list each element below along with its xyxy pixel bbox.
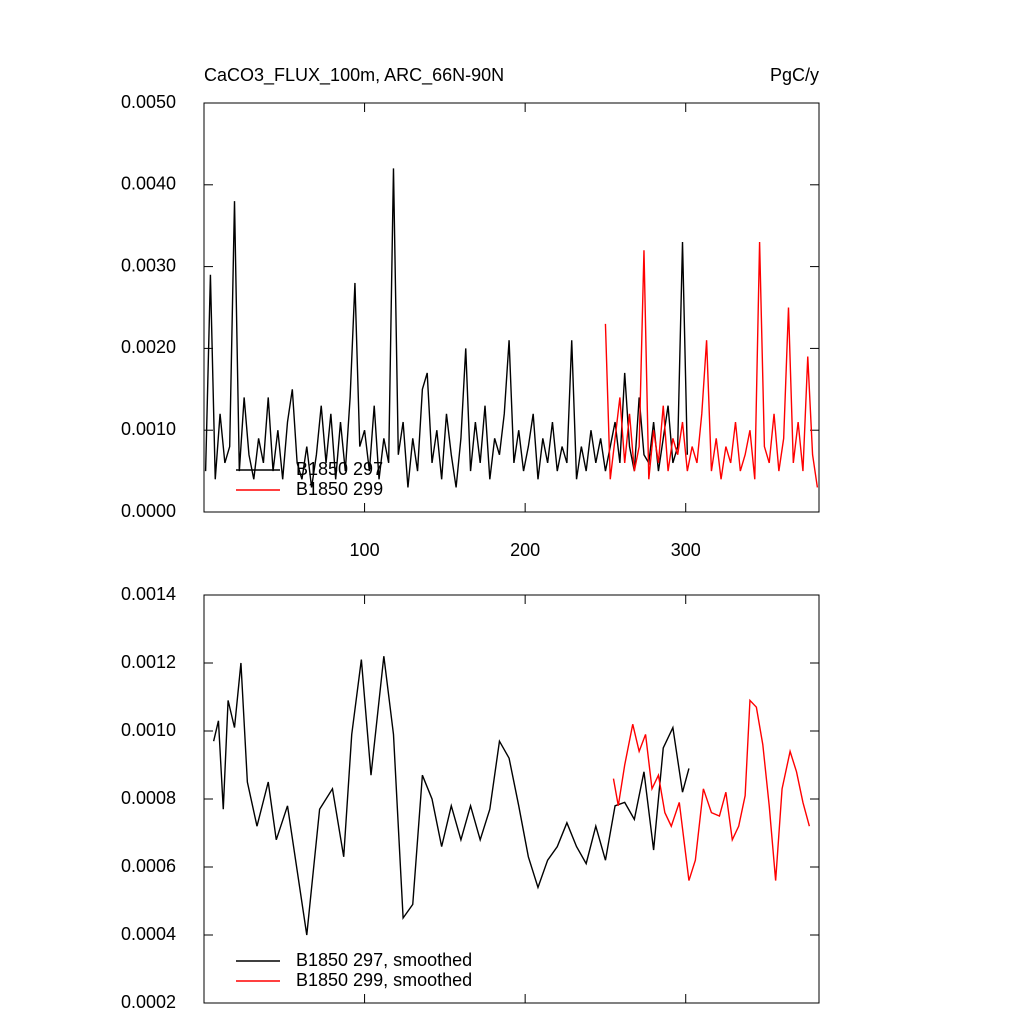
y-tick-label: 0.0012 [121,652,176,672]
legend-label: B1850 297 [296,459,383,479]
legend-label: B1850 299, smoothed [296,970,472,990]
legend-label: B1850 299 [296,479,383,499]
x-tick-label: 200 [510,540,540,560]
y-tick-label: 0.0040 [121,174,176,194]
y-tick-label: 0.0004 [121,924,176,944]
y-tick-label: 0.0014 [121,584,176,604]
chart-title: CaCO3_FLUX_100m, ARC_66N-90N [204,65,504,86]
y-tick-label: 0.0002 [121,992,176,1012]
series-line [604,242,819,488]
y-tick-label: 0.0020 [121,337,176,357]
y-tick-label: 0.0006 [121,856,176,876]
legend-label: B1850 297, smoothed [296,950,472,970]
y-tick-label: 0.0030 [121,255,176,275]
plot-frame [203,102,820,513]
x-tick-label: 100 [350,540,380,560]
series-line [612,698,811,881]
units-label: PgC/y [770,65,819,85]
y-tick-label: 0.0000 [121,501,176,521]
y-tick-label: 0.0050 [121,92,176,112]
y-tick-label: 0.0010 [121,419,176,439]
series-line [204,168,689,488]
y-tick-label: 0.0010 [121,720,176,740]
series-line [212,656,690,936]
x-tick-label: 300 [671,540,701,560]
y-tick-label: 0.0008 [121,788,176,808]
